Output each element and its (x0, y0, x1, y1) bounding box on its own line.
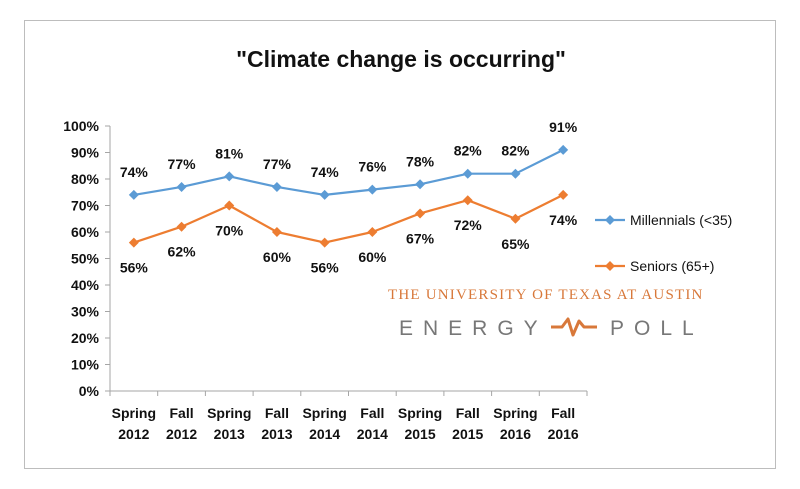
legend-marker-0 (605, 215, 615, 225)
data-label: 91% (549, 119, 578, 135)
y-tick-label: 20% (71, 330, 100, 346)
y-tick-label: 30% (71, 304, 100, 320)
x-tick-label-season: Spring (493, 405, 537, 421)
legend-marker-1 (605, 261, 615, 271)
data-label: 65% (501, 236, 530, 252)
y-tick-label: 60% (71, 224, 100, 240)
data-label: 76% (358, 159, 387, 175)
series-line-1 (133, 193, 564, 244)
data-label: 70% (215, 223, 244, 239)
chart-title: "Climate change is occurring" (236, 46, 566, 72)
data-label: 67% (406, 230, 435, 246)
x-tick-label-season: Fall (551, 405, 575, 421)
y-tick-label: 70% (71, 198, 100, 214)
pulse-icon (551, 317, 597, 337)
data-point (367, 227, 378, 237)
legend-label-0: Millennials (<35) (630, 212, 732, 228)
data-label: 77% (168, 156, 197, 172)
x-tick-label-season: Fall (456, 405, 480, 421)
series-layer (128, 144, 569, 248)
data-point (128, 237, 139, 248)
x-tick-label-year: 2013 (261, 426, 292, 442)
data-point (367, 184, 378, 195)
data-label: 78% (406, 153, 435, 169)
data-label: 56% (120, 260, 149, 276)
data-label: 74% (120, 164, 149, 180)
y-tick-label: 50% (71, 251, 100, 267)
data-point (510, 213, 521, 224)
data-label: 74% (549, 212, 578, 228)
data-label: 62% (168, 244, 197, 260)
data-point (510, 168, 521, 179)
data-label: 82% (501, 143, 530, 159)
x-tick-label-season: Spring (207, 405, 251, 421)
series-line-0 (133, 148, 564, 196)
y-tick-label: 0% (79, 383, 100, 399)
x-tick-label-year: 2014 (309, 426, 340, 442)
logo-word-energy: ENERGY (399, 317, 548, 340)
x-tick-label-season: Spring (112, 405, 156, 421)
x-tick-label-year: 2013 (214, 426, 245, 442)
x-tick-label-season: Fall (265, 405, 289, 421)
x-tick-label-year: 2012 (166, 426, 197, 442)
university-name: THE UNIVERSITY OF TEXAS AT AUSTIN (388, 287, 704, 303)
data-point (176, 221, 187, 232)
x-tick-label-season: Fall (360, 405, 384, 421)
y-tick-label: 40% (71, 277, 100, 293)
data-point (558, 189, 569, 200)
x-tick-label-year: 2012 (118, 426, 149, 442)
data-label: 72% (454, 217, 483, 233)
data-point (462, 168, 473, 179)
data-point (224, 171, 235, 182)
data-label: 82% (454, 143, 483, 159)
x-tick-label-season: Spring (398, 405, 442, 421)
data-point (415, 208, 426, 219)
x-tick-label-season: Spring (302, 405, 346, 421)
y-tick-label: 10% (71, 357, 100, 373)
data-point (319, 237, 330, 248)
data-point (224, 200, 235, 211)
data-point (558, 144, 569, 155)
axes: 0% 10% 20% 30% 40% 50% 60% 70% 80% 90% 100% Spring 2… (63, 118, 588, 442)
chart-frame: "Climate change is occurring" 0% 10% 20% 30… (24, 20, 776, 469)
x-tick-label-year: 2015 (404, 426, 435, 442)
data-point (319, 189, 330, 200)
data-point (462, 195, 473, 206)
y-tick-label: 80% (71, 171, 100, 187)
logo-word-poll: POLL (610, 317, 704, 340)
data-point (128, 189, 139, 200)
line-chart: "Climate change is occurring" 0% 10% 20% 30… (63, 46, 732, 442)
legend: Millennials (<35) Seniors (65+) (595, 212, 732, 274)
data-label: 74% (311, 164, 340, 180)
energy-poll-logo: THE UNIVERSITY OF TEXAS AT AUSTIN ENERGY… (388, 287, 704, 340)
x-tick-label-year: 2016 (548, 426, 579, 442)
legend-label-1: Seniors (65+) (630, 258, 714, 274)
x-tick-label-year: 2014 (357, 426, 388, 442)
data-point (271, 181, 282, 192)
y-tick-label: 100% (63, 118, 99, 134)
x-tick-label-year: 2015 (452, 426, 483, 442)
data-point (415, 179, 426, 190)
data-label: 77% (263, 156, 292, 172)
data-label: 60% (263, 249, 292, 265)
x-tick-label-season: Fall (169, 405, 193, 421)
data-point (176, 181, 187, 192)
data-label: 60% (358, 249, 387, 265)
data-label: 81% (215, 145, 244, 161)
x-tick-label-year: 2016 (500, 426, 531, 442)
data-point (271, 227, 282, 237)
data-label: 56% (311, 260, 340, 276)
data-labels: 74% 77% 81% 77% 74% 76% 78% 82% 82% 91% 56% 62% 70% 6… (120, 119, 578, 276)
y-tick-label: 90% (71, 145, 100, 161)
